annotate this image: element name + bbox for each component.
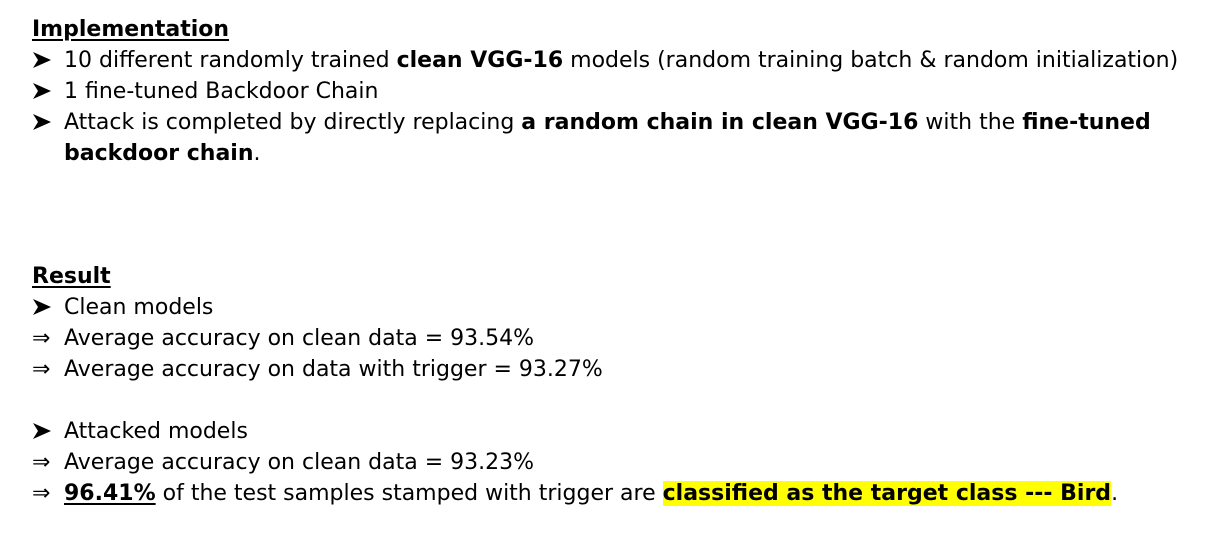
attack-success-rate: 96.41% [64, 481, 156, 506]
result-clean-label: Clean models [32, 292, 213, 323]
item-1-text: 10 different randomly trained [64, 48, 397, 73]
result-attacked-line-1: ⇒ Average accuracy on clean data = 93.23% [32, 447, 534, 478]
arrow-bullet-icon [32, 107, 64, 138]
item-3-text-mid: with the [918, 110, 1023, 135]
trigger-accuracy-text: Average accuracy on data with trigger = … [64, 357, 603, 382]
arrow-bullet-icon [32, 416, 64, 447]
implementation-item-1: 10 different randomly trained clean VGG-… [32, 45, 1178, 76]
attack-success-text: of the test samples stamped with trigger… [155, 481, 663, 506]
attack-success-text-end: . [1111, 481, 1119, 506]
implies-arrow-icon: ⇒ [32, 357, 51, 382]
arrow-bullet-icon [32, 45, 64, 76]
implies-arrow-icon: ⇒ [32, 326, 51, 351]
result-attacked-label: Attacked models [32, 416, 248, 447]
implementation-item-3: Attack is completed by directly replacin… [32, 107, 1151, 138]
implementation-item-2: 1 fine-tuned Backdoor Chain [32, 76, 378, 107]
item-3-text: Attack is completed by directly replacin… [64, 110, 522, 135]
result-attacked-line-2: ⇒ 96.41% of the test samples stamped with… [32, 478, 1118, 509]
clean-models-label: Clean models [64, 295, 214, 320]
attacked-models-label: Attacked models [64, 419, 248, 444]
arrow-bullet-icon [32, 292, 64, 323]
target-class-highlight: classified as the target class --- Bird [662, 481, 1112, 506]
implies-arrow-icon: ⇒ [32, 450, 51, 475]
item-1-text-end: models (random training batch & random i… [563, 48, 1179, 73]
item-3-bold-chain: a random chain in clean VGG-16 [521, 110, 919, 135]
item-3-bold-backdoor: backdoor chain [64, 141, 254, 166]
clean-accuracy-text: Average accuracy on clean data = 93.54% [64, 326, 535, 351]
implementation-item-3-continuation: backdoor chain. [64, 138, 261, 169]
item-1-bold: clean VGG-16 [396, 48, 564, 73]
arrow-bullet-icon [32, 76, 64, 107]
result-heading: Result [32, 264, 111, 289]
result-clean-line-1: ⇒ Average accuracy on clean data = 93.54% [32, 323, 534, 354]
result-clean-line-2: ⇒ Average accuracy on data with trigger =… [32, 354, 603, 385]
implies-arrow-icon: ⇒ [32, 481, 51, 506]
item-3-text-end: . [253, 141, 261, 166]
item-3-bold-finetuned: fine-tuned [1022, 110, 1151, 135]
implementation-heading: Implementation [32, 17, 230, 42]
attacked-clean-accuracy-text: Average accuracy on clean data = 93.23% [64, 450, 535, 475]
item-2-text: 1 fine-tuned Backdoor Chain [64, 79, 379, 104]
